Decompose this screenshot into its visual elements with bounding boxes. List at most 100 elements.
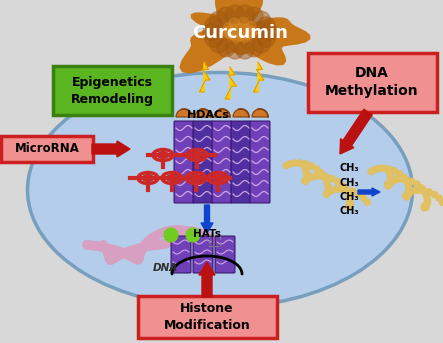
Text: Curcumin: Curcumin [192, 24, 288, 42]
Circle shape [210, 11, 228, 29]
Circle shape [332, 186, 339, 193]
Circle shape [110, 253, 119, 262]
Circle shape [302, 177, 308, 185]
Circle shape [105, 252, 114, 261]
Circle shape [190, 231, 198, 240]
Circle shape [85, 241, 93, 250]
Circle shape [141, 240, 150, 249]
Circle shape [133, 255, 142, 264]
Circle shape [135, 250, 144, 259]
Circle shape [257, 29, 275, 47]
Circle shape [109, 254, 117, 263]
Circle shape [403, 176, 410, 183]
Circle shape [413, 181, 420, 188]
Circle shape [410, 188, 417, 194]
Circle shape [386, 179, 392, 186]
Circle shape [246, 27, 256, 37]
Circle shape [328, 187, 335, 194]
Circle shape [128, 252, 137, 261]
Polygon shape [225, 67, 237, 99]
FancyBboxPatch shape [193, 121, 213, 203]
Circle shape [323, 173, 330, 180]
Circle shape [164, 228, 178, 242]
Circle shape [138, 245, 147, 253]
Circle shape [325, 187, 332, 193]
Circle shape [98, 240, 108, 249]
Wedge shape [252, 109, 268, 117]
Circle shape [387, 179, 394, 186]
Circle shape [120, 249, 129, 258]
Circle shape [387, 176, 394, 183]
Circle shape [408, 178, 415, 185]
Circle shape [225, 29, 234, 39]
FancyBboxPatch shape [1, 136, 93, 162]
Circle shape [105, 253, 114, 263]
Circle shape [435, 194, 443, 202]
Circle shape [134, 254, 143, 263]
Circle shape [194, 240, 203, 249]
Circle shape [90, 241, 99, 250]
Circle shape [133, 255, 143, 264]
Circle shape [325, 189, 332, 196]
Circle shape [119, 249, 128, 258]
FancyArrow shape [340, 109, 372, 154]
Circle shape [123, 250, 132, 259]
Circle shape [318, 170, 325, 177]
Text: HDACs: HDACs [187, 110, 229, 120]
Circle shape [208, 235, 217, 244]
FancyArrow shape [199, 262, 215, 297]
Circle shape [385, 168, 392, 175]
Circle shape [303, 176, 309, 184]
Circle shape [205, 17, 223, 35]
Circle shape [334, 178, 341, 185]
Circle shape [308, 163, 315, 169]
Circle shape [87, 241, 96, 250]
Circle shape [210, 35, 228, 53]
Wedge shape [195, 109, 211, 117]
Circle shape [184, 226, 193, 235]
Circle shape [196, 241, 205, 250]
Circle shape [423, 203, 430, 210]
Circle shape [161, 239, 170, 248]
Circle shape [421, 189, 428, 196]
Circle shape [404, 192, 411, 199]
Circle shape [391, 167, 398, 174]
Circle shape [368, 168, 375, 175]
Circle shape [163, 238, 172, 247]
Circle shape [420, 187, 427, 194]
Circle shape [164, 236, 173, 245]
Circle shape [387, 172, 394, 179]
Circle shape [286, 161, 293, 168]
Polygon shape [199, 62, 210, 92]
Circle shape [169, 226, 178, 235]
Circle shape [158, 228, 167, 237]
Circle shape [317, 173, 324, 179]
Circle shape [131, 254, 140, 263]
Circle shape [160, 239, 169, 248]
Circle shape [349, 188, 356, 194]
Circle shape [257, 17, 275, 35]
Circle shape [355, 190, 362, 198]
Text: DNA: DNA [152, 263, 178, 273]
Circle shape [406, 187, 412, 194]
Circle shape [192, 236, 202, 245]
Circle shape [139, 242, 148, 251]
Circle shape [231, 33, 241, 43]
Circle shape [143, 238, 152, 247]
Circle shape [166, 232, 175, 241]
Circle shape [389, 178, 395, 185]
Circle shape [226, 5, 244, 23]
Circle shape [325, 183, 332, 190]
Circle shape [157, 240, 166, 249]
Circle shape [385, 181, 391, 188]
Circle shape [186, 228, 195, 238]
FancyBboxPatch shape [215, 236, 235, 273]
Circle shape [302, 167, 309, 174]
Circle shape [364, 199, 371, 206]
FancyArrow shape [201, 205, 213, 233]
Circle shape [424, 200, 431, 208]
Circle shape [342, 187, 350, 193]
Circle shape [421, 204, 428, 211]
Circle shape [259, 23, 277, 41]
Circle shape [190, 233, 199, 241]
